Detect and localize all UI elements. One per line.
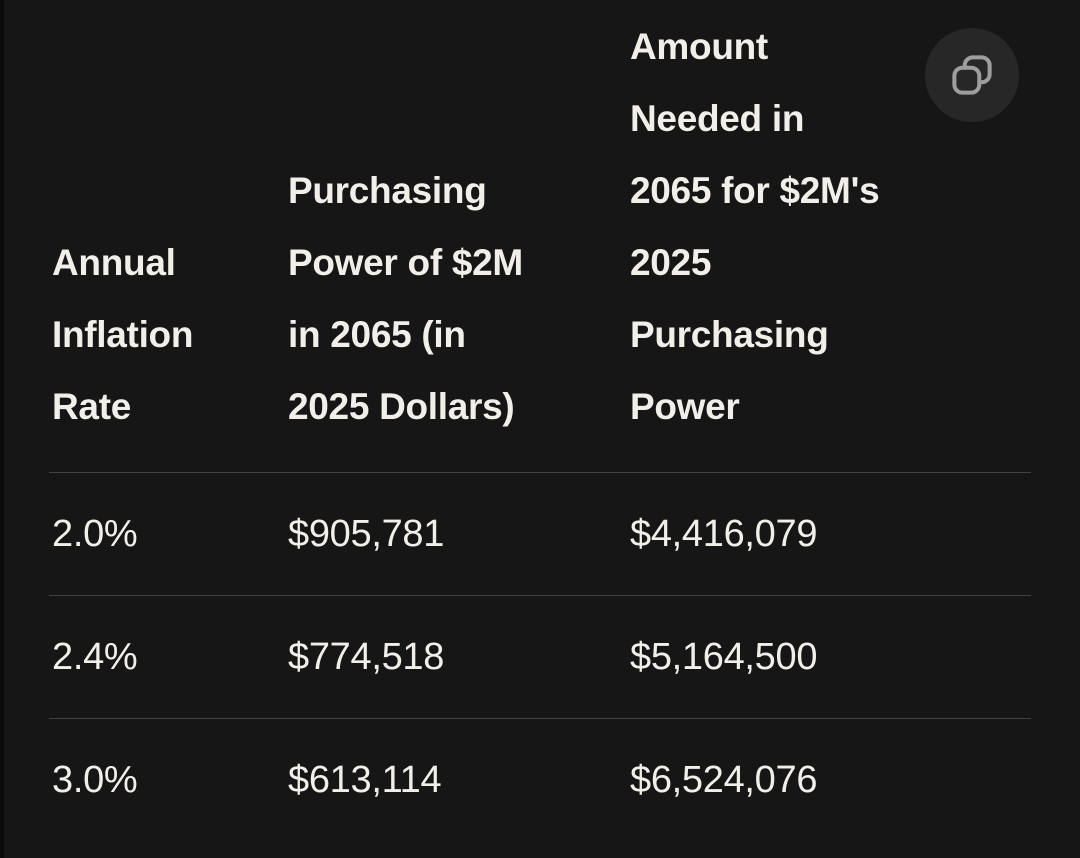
header-line: 2025 — [630, 242, 712, 283]
table-header-row: Annual Inflation Rate Purchasing Power o… — [49, 0, 1031, 473]
inflation-table: Annual Inflation Rate Purchasing Power o… — [49, 0, 1031, 841]
cell-inflation-rate: 3.0% — [52, 758, 138, 801]
header-cell-annual-inflation-rate: Annual Inflation Rate — [49, 227, 285, 443]
cell-purchasing-power: $613,114 — [288, 758, 442, 801]
header-line: Inflation — [52, 314, 194, 355]
table-row: 2.0% $905,781 $4,416,079 — [49, 473, 1031, 595]
header-line: Amount — [630, 26, 768, 67]
cell-purchasing-power: $905,781 — [288, 512, 445, 555]
table-row: 2.4% $774,518 $5,164,500 — [49, 595, 1031, 718]
cell-purchasing-power: $774,518 — [288, 635, 445, 678]
header-cell-amount-needed: Amount Needed in 2065 for $2M's 2025 Pur… — [627, 11, 1031, 443]
left-edge-strip — [0, 0, 4, 858]
table-row: 3.0% $613,114 $6,524,076 — [49, 718, 1031, 841]
header-line: 2025 Dollars) — [288, 386, 515, 427]
header-line: Rate — [52, 386, 131, 427]
header-line: in 2065 (in — [288, 314, 466, 355]
header-line: Purchasing — [288, 170, 487, 211]
cell-amount-needed: $4,416,079 — [630, 512, 818, 555]
cell-amount-needed: $5,164,500 — [630, 635, 818, 678]
header-line: Needed in — [630, 98, 805, 139]
header-line: Power of $2M — [288, 242, 523, 283]
copy-icon — [949, 52, 995, 98]
cell-inflation-rate: 2.0% — [52, 512, 138, 555]
header-line: Annual — [52, 242, 176, 283]
header-line: Purchasing — [630, 314, 829, 355]
copy-button[interactable] — [925, 28, 1019, 122]
cell-inflation-rate: 2.4% — [52, 635, 138, 678]
cell-amount-needed: $6,524,076 — [630, 758, 818, 801]
header-line: 2065 for $2M's — [630, 170, 880, 211]
header-line: Power — [630, 386, 740, 427]
header-cell-purchasing-power: Purchasing Power of $2M in 2065 (in 2025… — [285, 155, 627, 443]
